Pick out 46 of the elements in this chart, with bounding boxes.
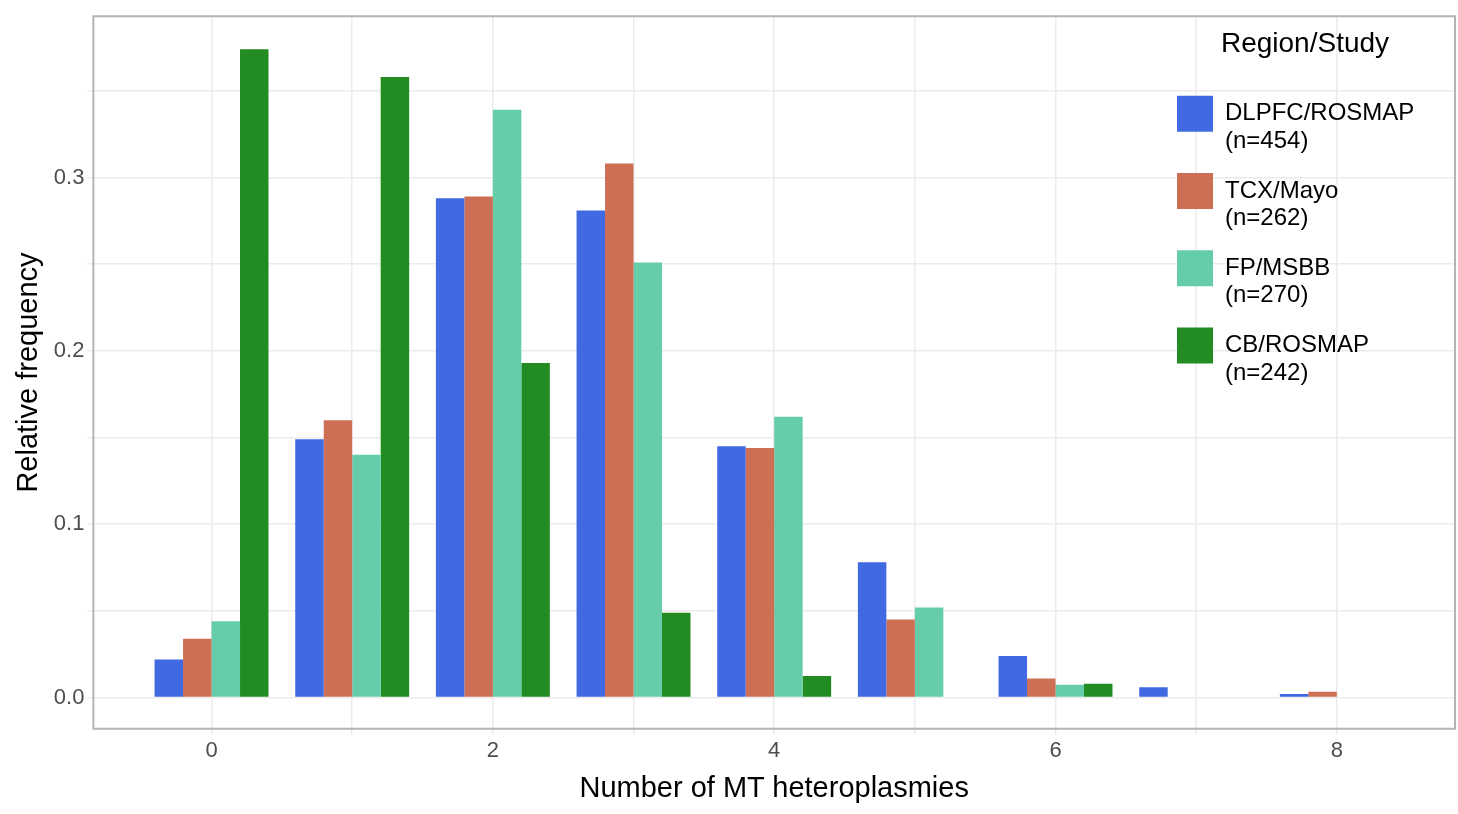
bar — [774, 416, 803, 697]
y-tick-label: 0.3 — [53, 163, 85, 189]
x-tick-label: 0 — [205, 737, 218, 763]
bar — [464, 196, 493, 697]
bar — [240, 49, 269, 697]
bar — [886, 619, 915, 697]
bar — [662, 612, 691, 697]
bar — [633, 262, 663, 697]
bar — [380, 76, 410, 697]
legend-title: Region/Study — [1220, 26, 1390, 58]
bar — [1055, 684, 1084, 697]
bar — [998, 655, 1028, 697]
legend-label: CB/ROSMAP (n=242) — [1225, 330, 1370, 385]
bar — [857, 562, 887, 697]
bar — [352, 454, 381, 697]
bar — [914, 607, 944, 697]
bar — [492, 109, 522, 697]
y-tick-label: 0.1 — [53, 510, 85, 536]
x-tick-label: 8 — [1330, 737, 1343, 763]
bar — [1084, 683, 1113, 697]
bar — [745, 447, 775, 697]
y-tick-label: 0.0 — [53, 683, 85, 709]
x-tick-label: 2 — [486, 737, 499, 763]
bar — [1139, 687, 1168, 697]
bar — [1279, 694, 1309, 697]
bar — [295, 439, 324, 697]
bar — [183, 638, 212, 697]
bar — [576, 210, 606, 697]
bar — [521, 362, 550, 697]
legend-label: TCX/Mayo (n=262) — [1225, 175, 1339, 231]
bar — [802, 675, 832, 697]
bar — [154, 659, 184, 697]
bar — [211, 621, 241, 697]
y-tick-label: 0.2 — [53, 336, 85, 362]
x-tick-label: 4 — [768, 737, 781, 763]
x-axis-title: Number of MT heteroplasmies — [579, 770, 969, 803]
bar — [1027, 678, 1056, 697]
bar — [605, 163, 634, 697]
x-tick-label: 6 — [1049, 737, 1062, 763]
bar — [1308, 691, 1337, 697]
legend-label: FP/MSBB (n=270) — [1225, 252, 1331, 308]
y-axis-title: Relative frequency — [11, 251, 44, 493]
bar — [323, 420, 353, 697]
bar — [435, 198, 465, 697]
legend-label: DLPFC/ROSMAP (n=454) — [1225, 98, 1415, 154]
bar — [717, 446, 746, 697]
